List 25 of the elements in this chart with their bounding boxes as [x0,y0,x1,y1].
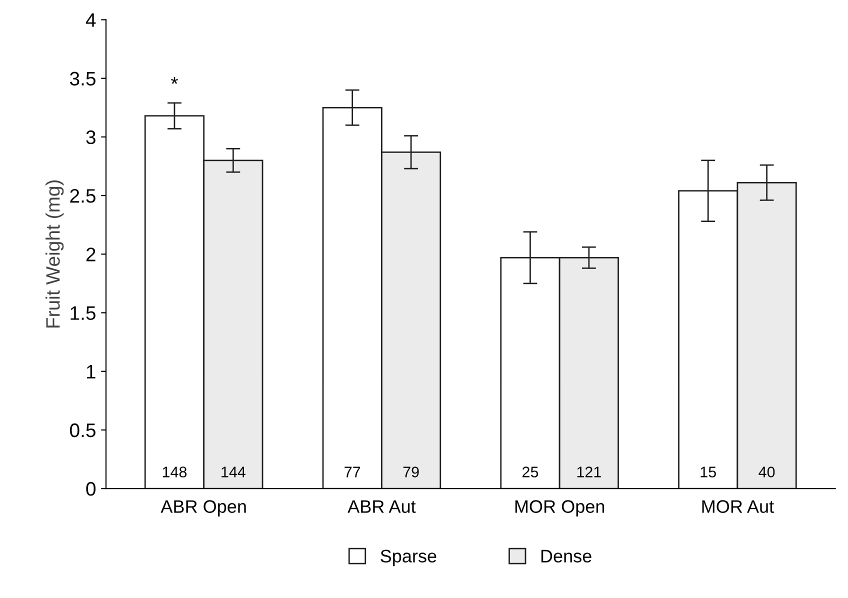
annotation: 77 [344,466,360,478]
y-tick-label: 4 [86,13,96,27]
annotation: 148 [162,466,187,478]
y-axis-title: Fruit Weight (mg) [46,180,64,328]
x-tick-label: ABR Open [160,500,246,517]
y-tick-label: 0.5 [70,423,96,438]
annotation: 25 [522,466,538,478]
y-tick-label: 2.5 [70,189,96,203]
y-tick-label: 3.5 [70,72,96,86]
legend-label: Sparse [380,550,436,566]
annotation: 79 [403,466,419,478]
x-tick-label: MOR Open [515,500,604,517]
y-tick-label: 1.5 [70,306,96,320]
x-tick-label: ABR Aut [348,500,416,513]
y-tick-label: 2 [86,248,96,262]
y-tick-label: 3 [86,130,96,144]
legend-label: Dense [541,550,592,563]
annotation: 121 [577,466,601,478]
annotation: 144 [222,466,246,478]
x-tick-label: MOR Aut [702,500,774,513]
annotation: 15 [700,466,716,478]
annotation: * [171,77,178,84]
y-tick-label: 0 [86,482,96,496]
y-tick-label: 1 [86,365,96,378]
annotation: 40 [758,466,775,478]
